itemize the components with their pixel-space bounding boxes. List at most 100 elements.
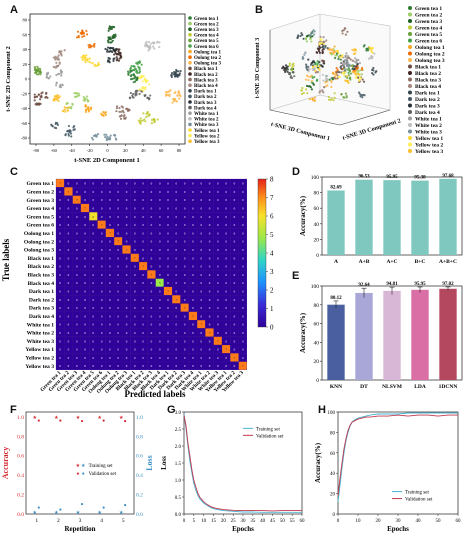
confusion-cell-value: 0 xyxy=(176,223,178,227)
tsne-3d-point xyxy=(325,39,328,42)
tsne-3d-point xyxy=(286,70,289,73)
confusion-cell-value: 0 xyxy=(134,240,136,244)
tsne-2d-point xyxy=(116,57,119,61)
scatter-accuracy-point: ★ xyxy=(76,415,81,421)
confusion-cell-value: 0 xyxy=(109,364,111,368)
confusion-cell-value: 0 xyxy=(192,207,194,211)
tsne-3d-point xyxy=(325,84,328,88)
confusion-cell-value: 0 xyxy=(176,256,178,260)
confusion-cell-value: 7 xyxy=(126,248,128,252)
confusion-cell-value: 0 xyxy=(134,281,136,285)
tsne-2d-point xyxy=(132,68,135,72)
tsne-2d-point xyxy=(55,84,58,87)
tsne-2d-point xyxy=(129,91,132,95)
confusion-cell-value: 0 xyxy=(59,331,61,335)
tsne-3d-point xyxy=(360,73,363,76)
tsne-3d-legend-marker xyxy=(408,103,412,108)
tsne-2d-point xyxy=(129,66,133,69)
confusion-cell-value: 0 xyxy=(117,298,119,302)
confusion-true-label: Green tea 2 xyxy=(26,190,54,196)
confusion-cell-value: 0 xyxy=(176,273,178,277)
confusion-cell-value: 0 xyxy=(134,298,136,302)
tsne-3d-point xyxy=(359,69,362,72)
confusion-cell-value: 0 xyxy=(84,265,86,269)
tsne-2d-point xyxy=(52,56,55,59)
confusion-cell-value: 0 xyxy=(101,256,103,260)
confusion-cell-value: 0 xyxy=(142,290,144,294)
tsne-3d-point xyxy=(341,54,344,57)
tsne-2d-xtick-label: 60 xyxy=(159,148,164,153)
confusion-cell-value: 0 xyxy=(217,306,219,310)
confusion-cell-value: 0 xyxy=(209,356,211,360)
confusion-cell-value: 7 xyxy=(176,298,178,302)
confusion-cell-value: 0 xyxy=(159,256,161,260)
confusion-cell-value: 7 xyxy=(184,306,186,310)
confusion-cell-value: 0 xyxy=(209,314,211,318)
tsne-2d-point xyxy=(88,61,92,64)
confusion-cell-value: 7 xyxy=(109,231,111,235)
tsne-2d-legend-marker xyxy=(188,61,192,65)
tsne-3d-point xyxy=(317,50,321,53)
tsne-2d-point xyxy=(120,56,123,59)
tsne-2d-point xyxy=(141,119,144,122)
tsne-2d-point xyxy=(55,66,58,69)
tsne-3d-point xyxy=(346,75,349,78)
confusion-cell-value: 0 xyxy=(59,190,61,194)
tsne-2d-point xyxy=(110,25,113,29)
tsne-2d-point xyxy=(115,110,118,113)
tsne-2d-point xyxy=(52,65,55,69)
tsne-3d-point xyxy=(335,66,338,70)
confusion-cell-value: 0 xyxy=(151,215,153,219)
tsne-3d-point xyxy=(322,79,325,82)
tsne-2d-point xyxy=(109,38,112,41)
confusion-cell-value: 0 xyxy=(84,290,86,294)
tsne-2d-legend-label: Dark tea 3 xyxy=(194,101,217,106)
tsne-2d-legend-marker xyxy=(188,49,192,54)
confusion-cell-value: 0 xyxy=(142,339,144,343)
scatter-left-tick-label: 0.4 xyxy=(17,473,24,479)
tsne-2d-point xyxy=(170,72,174,75)
bar-category-label: A+B+C xyxy=(439,259,457,265)
confusion-cell-value: 0 xyxy=(234,190,236,194)
tsne-3d-point xyxy=(358,79,361,82)
tsne-2d-point xyxy=(106,138,109,141)
tsne-3d-point xyxy=(344,71,347,74)
tsne-2d-legend-marker xyxy=(188,55,192,59)
confusion-cell-value: 0 xyxy=(76,223,78,227)
confusion-true-label: Black tea 4 xyxy=(28,281,55,287)
tsne-2d-point xyxy=(67,134,70,137)
confusion-cell xyxy=(238,361,248,371)
tsne-2d-point xyxy=(125,107,128,110)
confusion-cell-value: 0 xyxy=(225,306,227,310)
tsne-2d-point xyxy=(170,75,173,79)
tsne-2d-point xyxy=(150,118,154,121)
confusion-cell-value: 0 xyxy=(109,290,111,294)
line-ytick-label: 40 xyxy=(330,472,336,477)
tsne-2d-point xyxy=(106,48,109,52)
confusion-cell-value: 0 xyxy=(142,215,144,219)
tsne-3d-point xyxy=(341,62,345,65)
bar-value-label: 80.12 xyxy=(330,296,342,301)
confusion-cell-value: 0 xyxy=(159,314,161,318)
tsne-3d-point xyxy=(289,76,292,79)
tsne-2d-point xyxy=(131,77,134,81)
bar-value-label: 95.95 xyxy=(386,175,398,180)
confusion-cell-value: 0 xyxy=(242,190,244,194)
confusion-cell-value: 0 xyxy=(109,298,111,302)
confusion-cell-value: 0 xyxy=(68,348,70,352)
tsne-3d-point xyxy=(321,46,324,49)
confusion-cell-value: 0 xyxy=(142,348,144,352)
bar-ytick-label: 100 xyxy=(311,175,320,181)
tsne-2d-point xyxy=(145,115,148,119)
confusion-cell-value: 0 xyxy=(242,182,244,186)
tsne-2d-point xyxy=(108,25,111,28)
tsne-3d-point xyxy=(355,65,358,68)
confusion-cell-value: 0 xyxy=(200,182,202,186)
tsne-2d-point xyxy=(87,106,90,109)
tsne-2d-point xyxy=(45,75,48,79)
confusion-cell-value: 0 xyxy=(167,198,169,202)
tsne-3d-point xyxy=(335,73,338,77)
confusion-cell-value: 0 xyxy=(142,182,144,186)
confusion-cell-value: 0 xyxy=(109,356,111,360)
confusion-cell-value: 0 xyxy=(200,331,202,335)
